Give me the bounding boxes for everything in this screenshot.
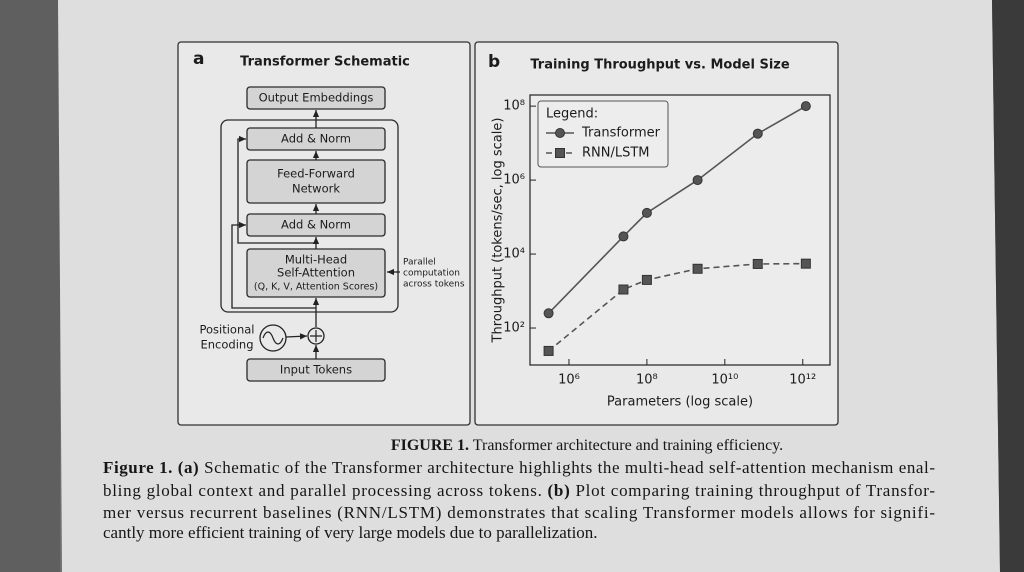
legend-marker	[555, 128, 565, 138]
encoder-block	[220, 119, 399, 313]
x-tick-label: 10⁸	[636, 373, 658, 388]
caption-text: (b)	[548, 481, 570, 500]
caption-text: Figure 1. (a)	[103, 458, 199, 477]
data-point	[618, 284, 629, 295]
data-point	[800, 258, 811, 269]
caption-line: Figure 1. (a) Schematic of the Transform…	[103, 458, 935, 477]
caption-text: Schematic of the Transformer architectur…	[199, 458, 935, 477]
caption: FIGURE 1. Transformer architecture and t…	[103, 437, 935, 542]
data-point	[641, 274, 652, 285]
caption-text: FIGURE 1.	[391, 437, 469, 454]
caption-line: FIGURE 1. Transformer architecture and t…	[391, 437, 783, 454]
y-tick-label: 10²	[503, 321, 525, 336]
panel-title: Transformer Schematic	[240, 55, 410, 70]
caption-text: cantly more efficient training of very l…	[103, 523, 598, 542]
caption-text: Plot comparing training throughput of Tr…	[571, 481, 936, 500]
data-point	[543, 308, 554, 319]
residual-arrow	[237, 135, 316, 244]
node-box	[246, 86, 386, 110]
data-point	[752, 258, 763, 269]
caption-line: mer versus recurrent baselines (RNN/LSTM…	[103, 503, 935, 522]
caption-text: bling global context and parallel proces…	[103, 481, 547, 500]
data-point	[752, 128, 763, 139]
series-line	[548, 262, 806, 352]
panel-b: b Training Throughput vs. Model Size Par…	[474, 41, 839, 426]
data-point	[692, 175, 703, 186]
legend-marker	[555, 148, 565, 158]
positional-label: Positional	[199, 323, 254, 337]
panel-label: b	[488, 52, 500, 72]
data-point	[618, 231, 629, 242]
x-axis-label: Parameters (log scale)	[607, 395, 753, 410]
caption-text: mer versus recurrent baselines (RNN/LSTM…	[103, 503, 935, 522]
series-line	[548, 105, 807, 314]
node-label: Input Tokens	[280, 363, 352, 377]
data-point	[543, 345, 554, 356]
x-tick-label: 10¹²	[789, 373, 816, 388]
y-tick-label: 10⁴	[503, 247, 525, 262]
positional-label: Encoding	[201, 338, 254, 352]
book-edge	[0, 0, 60, 572]
annotation: Parallel	[403, 258, 436, 268]
caption-line: cantly more efficient training of very l…	[103, 523, 598, 542]
node-label: Self-Attention	[277, 266, 355, 280]
panel-a: a Transformer Schematic Output Embedding…	[177, 41, 471, 426]
annotation: across tokens	[403, 280, 465, 290]
y-axis-label: Throughput (tokens/sec, log scale)	[491, 118, 506, 344]
x-tick-label: 10⁶	[558, 373, 580, 388]
legend-label: RNN/LSTM	[582, 146, 650, 161]
sine-wave	[262, 331, 284, 345]
legend-title: Legend:	[546, 107, 598, 122]
residual-arrow	[231, 221, 316, 309]
node-label: Feed-Forward	[277, 167, 355, 181]
data-point	[800, 101, 811, 112]
y-tick-label: 10⁶	[503, 173, 525, 188]
node-label: Add & Norm	[281, 132, 351, 146]
caption-line: bling global context and parallel proces…	[103, 481, 935, 500]
node-label: Multi-Head	[285, 253, 347, 267]
y-tick-label: 10⁸	[503, 99, 525, 114]
chart-title: Training Throughput vs. Model Size	[530, 58, 789, 73]
node-label: Add & Norm	[281, 218, 351, 232]
legend-label: Transformer	[581, 126, 661, 141]
node-label: Network	[292, 182, 340, 196]
node-label: Output Embeddings	[259, 91, 374, 105]
panel-label: a	[193, 49, 204, 69]
book-cover	[992, 0, 1024, 572]
data-point	[641, 207, 652, 218]
legend-box	[537, 100, 669, 168]
data-point	[692, 263, 703, 274]
annotation: computation	[403, 269, 460, 279]
x-tick-label: 10¹⁰	[711, 373, 738, 388]
arrow	[285, 333, 308, 340]
node-label: (Q, K, V, Attention Scores)	[254, 282, 378, 293]
add-sign	[310, 330, 322, 342]
caption-text: Transformer architecture and training ef…	[469, 437, 783, 454]
